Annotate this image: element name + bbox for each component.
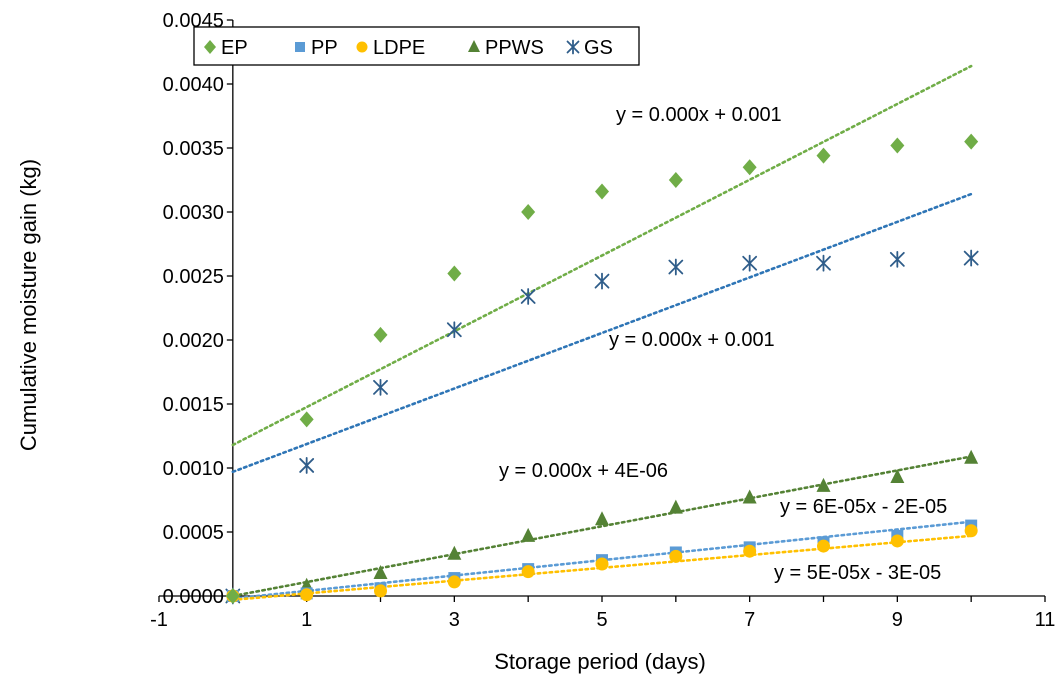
point-gs	[668, 258, 684, 276]
trend-equation-gs: y = 0.000x + 0.001	[609, 329, 775, 351]
point-gs	[594, 272, 610, 290]
point-ep	[890, 137, 905, 154]
point-ldpe	[374, 584, 387, 598]
x-tick-label: -1	[150, 609, 168, 631]
point-ldpe	[300, 588, 314, 602]
legend-item-ldpe: LDPE	[356, 37, 425, 59]
legend-marker	[295, 42, 305, 52]
trendlines	[231, 64, 973, 602]
point-ppws	[373, 564, 388, 579]
legend-item-pp: PP	[295, 37, 338, 59]
point-ppws	[595, 511, 609, 526]
point-ldpe	[595, 557, 609, 571]
point-ppws	[816, 477, 831, 492]
point-ppws	[890, 468, 905, 483]
x-tick-label: 5	[596, 609, 607, 631]
point-gs	[889, 250, 905, 268]
series-gs	[225, 249, 979, 605]
point-ep	[964, 133, 979, 150]
point-ldpe	[743, 544, 757, 558]
trend-equation-ppws: y = 0.000x + 4E-06	[499, 460, 668, 482]
point-gs	[963, 249, 979, 267]
legend-marker	[204, 40, 216, 54]
legend: EP PP LDPE PPWS GS	[193, 26, 640, 66]
legend-item-gs: GS	[566, 37, 613, 59]
legend-marker	[468, 40, 480, 52]
point-ep	[299, 411, 314, 428]
point-ppws	[668, 499, 683, 514]
x-tick-label: 1	[301, 609, 312, 631]
legend-item-ppws: PPWS	[468, 37, 544, 59]
series-ep	[225, 133, 979, 604]
point-ldpe	[521, 565, 535, 579]
y-tick-label: 0.0020	[163, 330, 224, 352]
x-axis-title: Storage period (days)	[494, 649, 706, 674]
point-gs	[446, 321, 462, 339]
x-tick-label: 11	[1035, 609, 1056, 631]
legend-marker	[566, 39, 580, 55]
point-ep	[668, 172, 683, 188]
point-ep	[595, 183, 609, 200]
point-gs	[520, 288, 536, 305]
point-ep	[521, 204, 536, 220]
legend-box	[193, 26, 640, 66]
point-gs	[816, 254, 831, 272]
point-ldpe	[890, 534, 904, 548]
trend-equations: y = 0.000x + 0.001 y = 6E-05x - 2E-05 y = …	[499, 104, 947, 584]
y-tick-label: 0.0015	[163, 394, 224, 416]
point-ppws	[521, 527, 536, 542]
legend-label: EP	[221, 37, 248, 59]
trendline-ep	[231, 64, 973, 447]
x-tick-label: 9	[892, 609, 903, 631]
y-tick-label: 0.0010	[163, 458, 224, 480]
point-ppws	[447, 545, 462, 560]
trend-equation-pp: y = 6E-05x - 2E-05	[780, 496, 947, 518]
legend-label: PPWS	[485, 37, 544, 59]
trend-equation-ldpe: y = 5E-05x - 3E-05	[774, 562, 941, 584]
trendline-gs	[231, 192, 973, 474]
point-gs	[742, 254, 758, 272]
point-ep	[447, 265, 462, 282]
trendline-ldpe	[231, 534, 973, 602]
legend-label: LDPE	[373, 37, 425, 59]
y-tick-label: 0.0040	[163, 74, 224, 96]
x-tick-label: 3	[449, 609, 460, 631]
point-ep	[373, 326, 388, 343]
point-gs	[299, 457, 315, 474]
point-ldpe	[817, 539, 830, 553]
point-ldpe	[447, 575, 461, 589]
point-ep	[816, 147, 831, 164]
axes: 0.0000 0.0005 0.0010 0.0015 0.0020 0.0025 0.00…	[150, 10, 1055, 631]
y-tick-label: 0.0030	[163, 202, 224, 224]
legend-marker	[356, 41, 368, 53]
x-tick-label: 7	[744, 609, 755, 631]
legend-label: PP	[311, 37, 338, 59]
point-ep	[742, 159, 757, 176]
point-gs	[373, 378, 388, 396]
trendline-ppws	[231, 455, 973, 598]
y-tick-label: 0.0000	[163, 586, 224, 608]
point-ppws	[742, 489, 757, 504]
trend-equation-ep: y = 0.000x + 0.001	[616, 104, 782, 126]
legend-item-ep: EP	[204, 37, 248, 59]
y-tick-label: 0.0025	[163, 266, 224, 288]
point-ppws	[964, 449, 979, 464]
y-tick-label: 0.0035	[163, 138, 224, 160]
y-tick-label: 0.0005	[163, 522, 224, 544]
point-ep	[225, 588, 240, 604]
y-axis-title: Cumulative moisture gain (kg)	[16, 159, 41, 451]
legend-label: GS	[584, 37, 613, 59]
data-points	[225, 133, 979, 605]
point-ldpe	[964, 524, 978, 538]
point-ldpe	[669, 549, 683, 563]
